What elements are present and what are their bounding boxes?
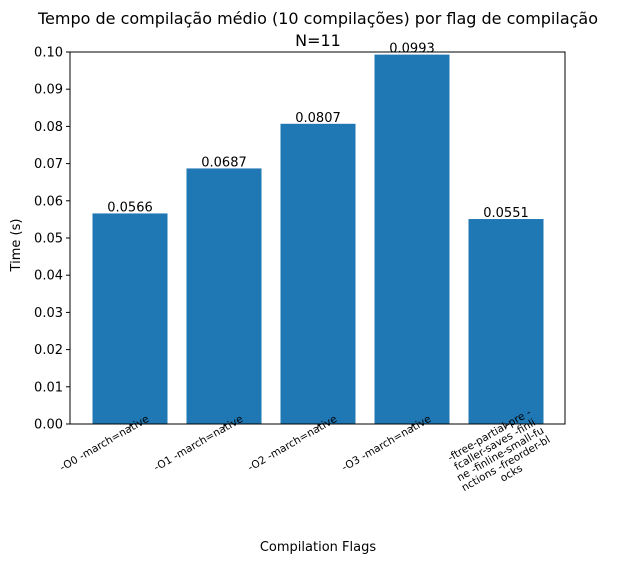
data-label: 0.0807 bbox=[295, 111, 341, 126]
y-tick-label: 0.09 bbox=[34, 83, 63, 98]
y-ticks: 0.00 0.01 0.02 0.03 0.04 0.05 0.06 0.07 0.08 0.09… bbox=[34, 46, 70, 433]
bar bbox=[468, 219, 544, 424]
plot-frame bbox=[69, 51, 566, 425]
y-tick-label: 0.01 bbox=[34, 380, 63, 395]
y-tick-label: 0.07 bbox=[34, 157, 63, 172]
bar bbox=[280, 123, 356, 425]
data-label: 0.0993 bbox=[389, 42, 435, 57]
y-tick-label: 0.04 bbox=[34, 269, 63, 284]
y-tick-label: 0.05 bbox=[34, 232, 63, 247]
y-tick-label: 0.03 bbox=[34, 306, 63, 321]
data-label: 0.0566 bbox=[107, 200, 153, 215]
y-tick-label: 0.00 bbox=[34, 418, 63, 433]
bars-layer: 0.0566 0.0687 0.0807 0.0993 0.0551 bbox=[92, 42, 544, 425]
y-axis-label: Time (s) bbox=[9, 219, 24, 273]
bar bbox=[92, 213, 168, 424]
y-tick-label: 0.08 bbox=[34, 120, 63, 135]
y-tick-label: 0.10 bbox=[34, 46, 63, 61]
y-tick-label: 0.06 bbox=[34, 194, 63, 209]
bar bbox=[374, 54, 450, 424]
chart-subtitle: N=11 bbox=[295, 31, 341, 50]
bar bbox=[186, 168, 262, 424]
data-label: 0.0551 bbox=[483, 206, 529, 221]
x-axis-label: Compilation Flags bbox=[260, 540, 376, 555]
data-label: 0.0687 bbox=[201, 155, 247, 170]
chart-title: Tempo de compilação médio (10 compilaçõe… bbox=[37, 9, 598, 28]
y-tick-label: 0.02 bbox=[34, 343, 63, 358]
